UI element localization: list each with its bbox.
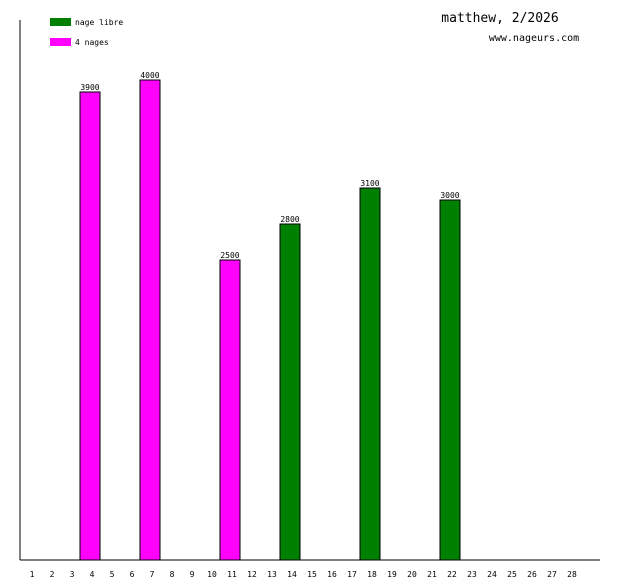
x-tick-label: 10 [207,570,217,579]
legend-label: 4 nages [75,38,109,47]
x-tick-label: 23 [467,570,477,579]
x-tick-label: 13 [267,570,277,579]
x-tick-label: 19 [387,570,397,579]
value-label: 2800 [280,215,299,224]
x-tick-label: 20 [407,570,417,579]
x-tick-label: 12 [247,570,257,579]
x-tick-label: 24 [487,570,497,579]
x-tick-label: 22 [447,570,457,579]
bar [79,91,101,561]
x-tick-label: 5 [110,570,115,579]
legend-label: nage libre [75,18,123,27]
x-tick-label: 18 [367,570,377,579]
x-tick-label: 1 [30,570,35,579]
chart-title: matthew, 2/2026 [441,11,558,26]
x-tick-label: 3 [70,570,75,579]
legend-swatch [50,18,71,26]
x-tick-label: 6 [130,570,135,579]
chart-subtitle: www.nageurs.com [489,33,579,44]
x-tick-label: 9 [190,570,195,579]
bar [359,187,381,561]
x-tick-label: 21 [427,570,437,579]
x-tick-label: 4 [90,570,95,579]
x-tick-label: 25 [507,570,517,579]
x-tick-label: 11 [227,570,237,579]
value-label: 2500 [220,251,239,260]
x-tick-label: 14 [287,570,297,579]
x-tick-label: 8 [170,570,175,579]
x-tick-label: 28 [567,570,577,579]
value-label: 3000 [440,191,459,200]
value-label: 3900 [80,83,99,92]
x-tick-label: 7 [150,570,155,579]
value-label: 3100 [360,179,379,188]
x-tick-label: 15 [307,570,317,579]
legend-swatch [50,38,71,46]
x-tick-label: 16 [327,570,337,579]
bar [139,79,161,561]
bar [279,223,301,561]
x-tick-label: 27 [547,570,557,579]
x-tick-label: 2 [50,570,55,579]
value-label: 4000 [140,71,159,80]
bar [219,259,241,561]
x-tick-label: 26 [527,570,537,579]
bar [439,199,461,561]
x-tick-label: 17 [347,570,357,579]
